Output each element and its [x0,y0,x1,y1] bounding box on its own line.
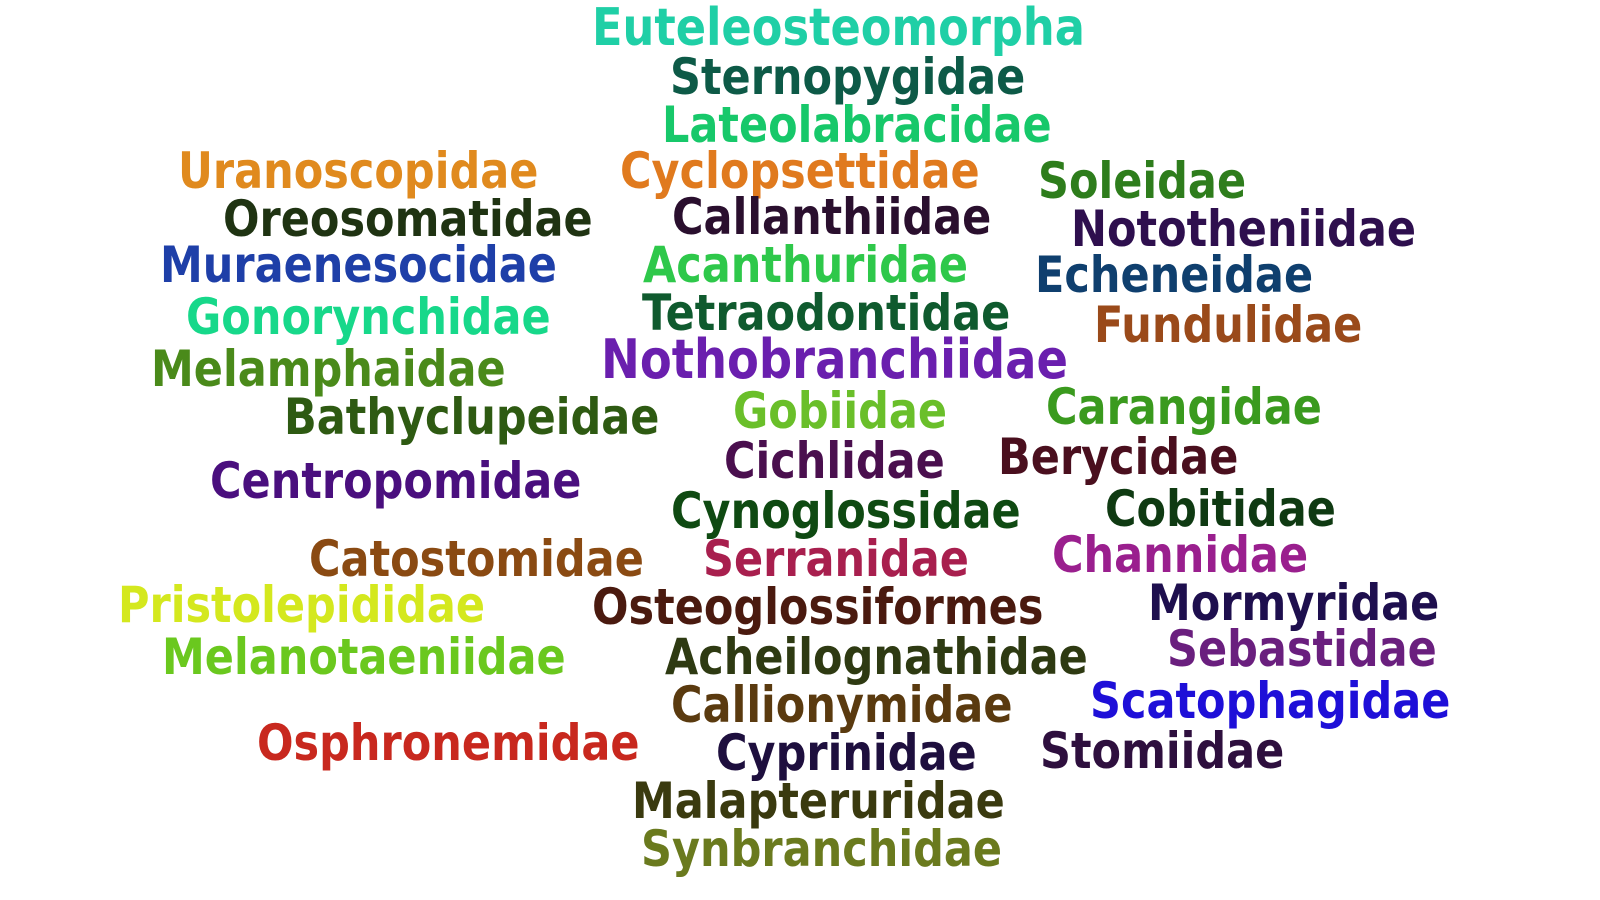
word-stomiidae: Stomiidae [1039,722,1285,780]
word-catostomidae: Catostomidae [308,530,644,588]
word-cichlidae: Cichlidae [723,432,945,490]
word-acanthuridae: Acanthuridae [643,236,969,294]
word-sternopygidae: Sternopygidae [670,48,1026,106]
word-osphronemidae: Osphronemidae [256,714,640,772]
word-bathyclupeidae: Bathyclupeidae [284,388,660,446]
word-malapteruridae: Malapteruridae [631,772,1005,830]
word-callanthiidae: Callanthiidae [672,188,992,246]
word-acheilognathidae: Acheilognathidae [664,628,1088,686]
word-cobitidae: Cobitidae [1104,480,1336,538]
word-sebastidae: Sebastidae [1167,620,1437,678]
word-berycidae: Berycidae [997,428,1239,486]
word-muraenesocidae: Muraenesocidae [159,236,557,294]
word-tetraodontidae: Tetraodontidae [641,284,1011,342]
word-synbranchidae: Synbranchidae [641,820,1003,878]
word-melanotaeniidae: Melanotaeniidae [162,628,566,686]
word-echeneidae: Echeneidae [1034,246,1314,304]
word-cynoglossidae: Cynoglossidae [671,482,1021,540]
word-pristolepididae: Pristolepididae [118,576,486,634]
word-centropomidae: Centropomidae [210,452,582,510]
word-oreosomatidae: Oreosomatidae [223,190,593,248]
word-uranoscopidae: Uranoscopidae [177,142,539,200]
word-cyclopsettidae: Cyclopsettidae [620,142,980,200]
word-carangidae: Carangidae [1046,378,1322,436]
word-serranidae: Serranidae [703,530,969,588]
word-osteoglossiformes: Osteoglossiformes [592,578,1044,636]
word-lateolabracidae: Lateolabracidae [662,96,1052,154]
word-melamphaidae: Melamphaidae [150,340,506,398]
word-nototheniidae: Nototheniidae [1071,200,1417,258]
word-euteleosteomorpha: Euteleosteomorpha [591,0,1085,59]
word-cyprinidae: Cyprinidae [715,724,977,782]
word-mormyridae: Mormyridae [1148,574,1440,632]
word-nothobranchiidae: Nothobranchiidae [600,327,1068,391]
word-fundulidae: Fundulidae [1093,296,1363,354]
word-gobiidae: Gobiidae [732,382,948,440]
word-scatophagidae: Scatophagidae [1089,672,1451,730]
word-soleidae: Soleidae [1037,152,1247,210]
word-callionymidae: Callionymidae [671,676,1013,734]
word-gonorynchidae: Gonorynchidae [185,288,551,346]
word-channidae: Channidae [1051,526,1309,584]
